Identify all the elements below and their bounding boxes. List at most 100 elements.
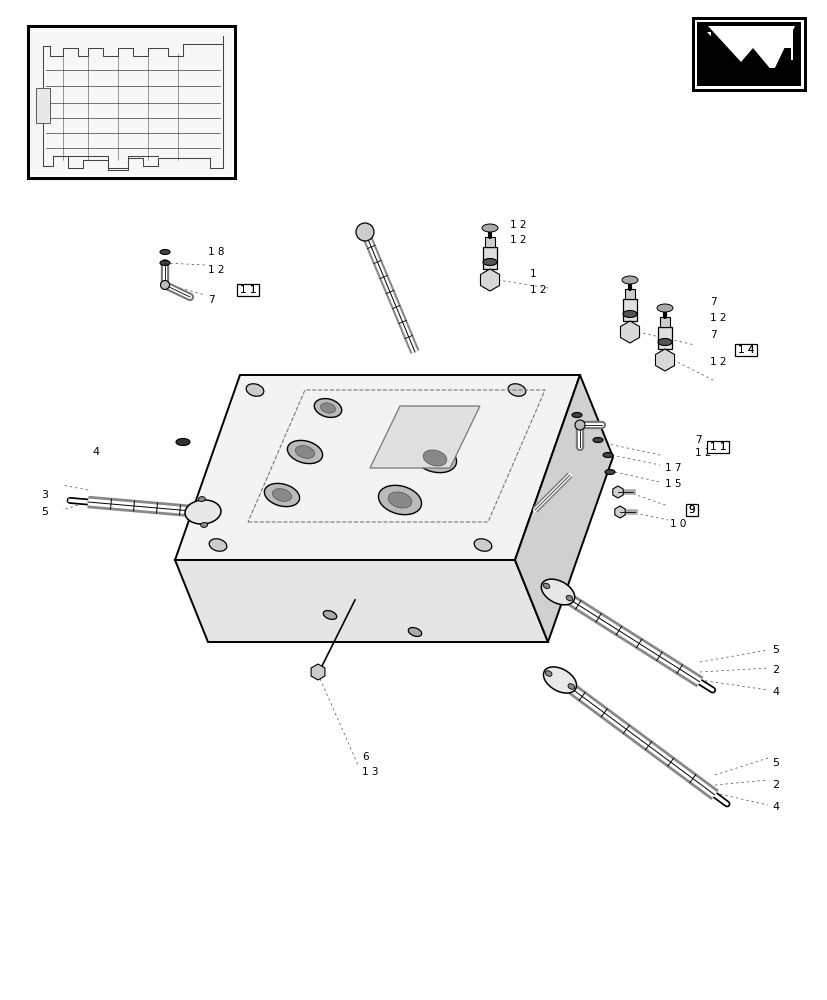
Polygon shape <box>655 349 674 371</box>
Bar <box>706 441 729 453</box>
Text: 4: 4 <box>771 802 778 812</box>
Ellipse shape <box>657 338 672 346</box>
Text: 4: 4 <box>771 687 778 697</box>
Ellipse shape <box>160 260 170 265</box>
Ellipse shape <box>287 440 323 464</box>
Text: 1 2: 1 2 <box>208 265 224 275</box>
Text: 1 2: 1 2 <box>694 448 710 458</box>
Text: 5: 5 <box>41 507 48 517</box>
Ellipse shape <box>605 470 614 475</box>
Ellipse shape <box>566 595 572 601</box>
Circle shape <box>356 223 374 241</box>
Ellipse shape <box>481 224 497 232</box>
Bar <box>734 344 757 356</box>
Ellipse shape <box>323 611 337 619</box>
Polygon shape <box>174 560 547 642</box>
Ellipse shape <box>508 384 525 396</box>
Text: 7: 7 <box>709 297 715 307</box>
Ellipse shape <box>200 522 208 527</box>
Bar <box>692 18 804 90</box>
Text: 1 1: 1 1 <box>709 442 725 452</box>
Ellipse shape <box>545 671 552 676</box>
Text: 1 6: 1 6 <box>449 420 466 430</box>
Text: 9: 9 <box>688 505 695 515</box>
Text: 1 4: 1 4 <box>737 345 753 355</box>
Text: 1 1: 1 1 <box>240 285 256 295</box>
Text: 1 1: 1 1 <box>709 442 725 452</box>
Ellipse shape <box>184 500 221 524</box>
Ellipse shape <box>622 310 636 318</box>
Polygon shape <box>370 406 480 468</box>
Text: 1 8: 1 8 <box>208 247 224 257</box>
Polygon shape <box>619 321 638 343</box>
Bar <box>657 327 672 349</box>
Ellipse shape <box>621 276 638 284</box>
Ellipse shape <box>602 452 612 458</box>
Polygon shape <box>514 375 612 642</box>
Ellipse shape <box>567 684 574 689</box>
Text: 5: 5 <box>771 645 778 655</box>
Text: 9: 9 <box>688 505 695 515</box>
Ellipse shape <box>160 280 170 290</box>
Ellipse shape <box>474 539 491 551</box>
Polygon shape <box>706 32 792 75</box>
Text: 1 2: 1 2 <box>509 235 526 245</box>
Ellipse shape <box>295 446 314 458</box>
Bar <box>696 64 800 86</box>
Bar <box>31 29 232 175</box>
Polygon shape <box>614 506 624 518</box>
Bar <box>36 88 50 123</box>
Text: 4: 4 <box>92 447 99 457</box>
Ellipse shape <box>209 539 227 551</box>
Bar <box>485 237 495 247</box>
Bar <box>696 22 800 86</box>
Text: 1 4: 1 4 <box>737 345 753 355</box>
Bar <box>696 68 800 86</box>
Text: 7: 7 <box>208 295 214 305</box>
Text: 1 5: 1 5 <box>504 493 521 503</box>
Polygon shape <box>612 486 623 498</box>
Ellipse shape <box>320 403 335 413</box>
Text: 8: 8 <box>449 435 456 445</box>
Ellipse shape <box>272 489 291 501</box>
Polygon shape <box>480 269 499 291</box>
Polygon shape <box>707 26 794 72</box>
Ellipse shape <box>541 579 574 605</box>
Ellipse shape <box>246 384 264 396</box>
Ellipse shape <box>656 304 672 312</box>
Bar <box>692 18 804 90</box>
Ellipse shape <box>592 438 602 442</box>
Ellipse shape <box>378 485 421 515</box>
Ellipse shape <box>388 492 411 508</box>
Ellipse shape <box>160 249 170 254</box>
Text: 1 1: 1 1 <box>240 285 256 295</box>
Text: 2: 2 <box>771 665 778 675</box>
Bar <box>482 247 496 269</box>
Bar <box>692 18 804 90</box>
Polygon shape <box>710 26 790 68</box>
Polygon shape <box>710 28 792 60</box>
Ellipse shape <box>408 628 421 636</box>
Text: 1: 1 <box>529 269 536 279</box>
Text: 5: 5 <box>771 758 778 768</box>
Text: 1 5: 1 5 <box>664 479 681 489</box>
Text: 1 3: 1 3 <box>361 767 378 777</box>
Ellipse shape <box>574 420 585 430</box>
Ellipse shape <box>571 412 581 418</box>
Ellipse shape <box>264 483 299 507</box>
Text: 7: 7 <box>709 330 715 340</box>
Polygon shape <box>311 664 324 680</box>
Bar <box>28 26 235 178</box>
Ellipse shape <box>176 438 189 446</box>
Bar <box>622 299 636 321</box>
Text: 1 2: 1 2 <box>509 220 526 230</box>
Text: 1 2: 1 2 <box>709 313 725 323</box>
Text: 1 7: 1 7 <box>504 479 521 489</box>
Bar <box>624 289 634 299</box>
Text: 1 2: 1 2 <box>529 285 546 295</box>
Ellipse shape <box>423 450 447 466</box>
Ellipse shape <box>314 399 342 417</box>
Bar <box>237 284 259 296</box>
Text: 2: 2 <box>771 780 778 790</box>
Text: 1 2: 1 2 <box>709 357 725 367</box>
